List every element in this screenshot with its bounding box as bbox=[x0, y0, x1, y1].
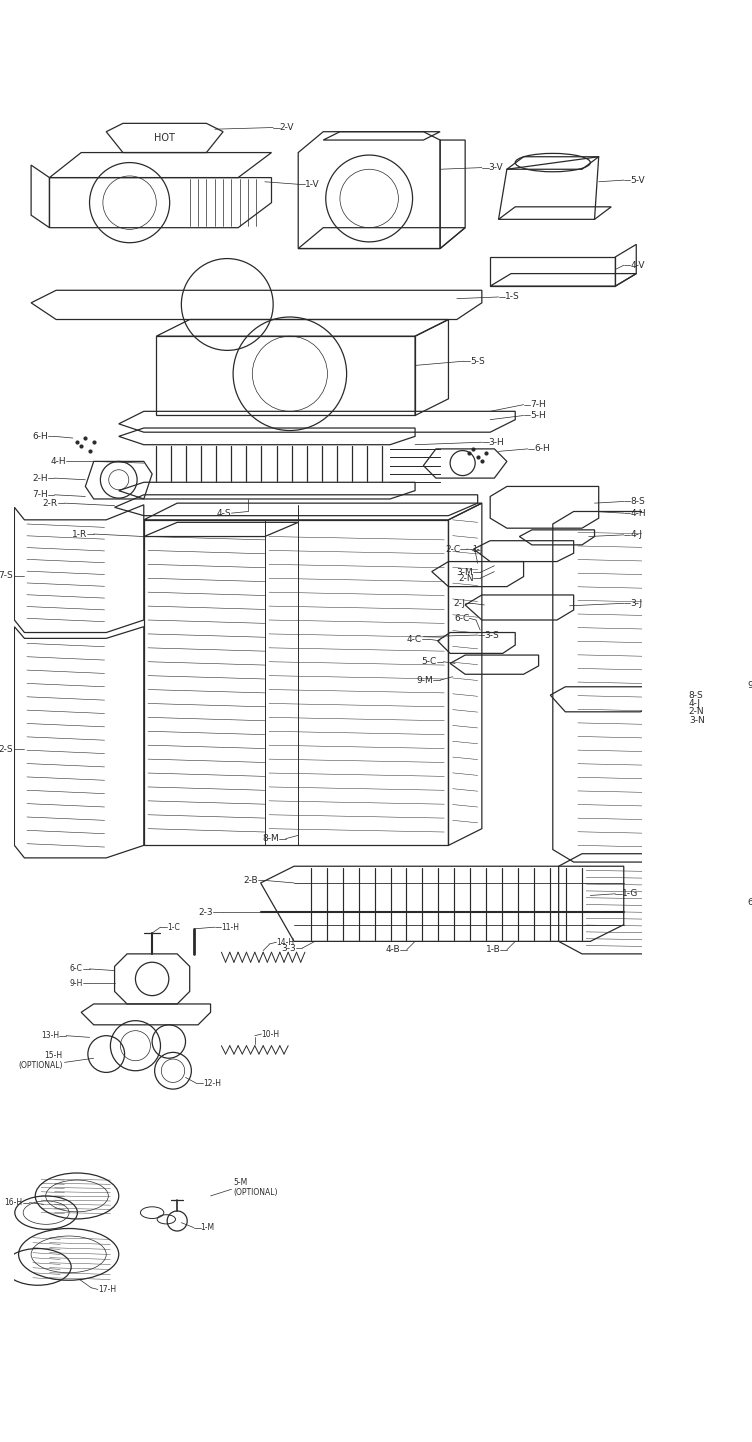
Text: 15-H
(OPTIONAL): 15-H (OPTIONAL) bbox=[18, 1051, 63, 1070]
Text: 2-H: 2-H bbox=[32, 473, 48, 483]
Text: 6-H: 6-H bbox=[32, 431, 48, 441]
Text: 9-M: 9-M bbox=[417, 676, 433, 685]
Text: 8-M: 8-M bbox=[262, 833, 279, 844]
Text: 4-J: 4-J bbox=[689, 699, 701, 708]
Text: 8-S: 8-S bbox=[630, 497, 645, 506]
Text: 5-C: 5-C bbox=[422, 658, 437, 666]
Text: 1-M: 1-M bbox=[201, 1223, 214, 1231]
Text: 1-J: 1-J bbox=[472, 545, 482, 554]
Text: 3-V: 3-V bbox=[489, 163, 503, 172]
Text: HOT: HOT bbox=[154, 133, 175, 143]
Text: 6-C: 6-C bbox=[454, 614, 469, 623]
Text: 6-C: 6-C bbox=[70, 965, 83, 973]
Text: 8-S: 8-S bbox=[689, 691, 704, 699]
Text: 3-M: 3-M bbox=[456, 568, 474, 577]
Text: 14-H: 14-H bbox=[277, 937, 295, 947]
Text: 9-S: 9-S bbox=[747, 681, 752, 689]
Text: 16-H: 16-H bbox=[5, 1198, 23, 1207]
Text: 13-H: 13-H bbox=[41, 1031, 59, 1040]
Text: 3-N: 3-N bbox=[689, 715, 705, 725]
Text: 3-3: 3-3 bbox=[281, 943, 296, 953]
Text: 7-H: 7-H bbox=[530, 399, 546, 410]
Text: 2-B: 2-B bbox=[244, 875, 258, 885]
Text: 2-N: 2-N bbox=[458, 574, 474, 583]
Text: 4-B: 4-B bbox=[386, 945, 400, 955]
Text: 2-S: 2-S bbox=[0, 746, 13, 754]
Text: 2-N: 2-N bbox=[689, 708, 705, 717]
Text: 5-H: 5-H bbox=[530, 411, 546, 420]
Text: 2-R: 2-R bbox=[43, 499, 58, 508]
Text: 1-B: 1-B bbox=[486, 945, 500, 955]
Text: 17-H: 17-H bbox=[98, 1285, 116, 1293]
Text: 4-V: 4-V bbox=[630, 261, 645, 270]
Text: 3-S: 3-S bbox=[484, 630, 499, 639]
Text: 2-C: 2-C bbox=[445, 545, 460, 554]
Text: 10-H: 10-H bbox=[262, 1030, 280, 1038]
Text: 1-R: 1-R bbox=[71, 529, 87, 538]
Text: 11-H: 11-H bbox=[221, 923, 239, 932]
Text: 4-H: 4-H bbox=[50, 457, 66, 466]
Text: 1-V: 1-V bbox=[305, 180, 320, 189]
Text: 1-C: 1-C bbox=[167, 923, 180, 932]
Text: 6-S: 6-S bbox=[747, 897, 752, 907]
Text: 5-S: 5-S bbox=[470, 356, 485, 366]
Text: 4-S: 4-S bbox=[217, 509, 232, 518]
Text: 6-H: 6-H bbox=[535, 444, 550, 453]
Text: 3-J: 3-J bbox=[630, 598, 642, 609]
Text: 1-G: 1-G bbox=[622, 890, 638, 898]
Text: 1-S: 1-S bbox=[505, 293, 520, 301]
Text: 9-H: 9-H bbox=[69, 979, 83, 988]
Text: 7-S: 7-S bbox=[0, 571, 13, 580]
Text: 4-C: 4-C bbox=[407, 634, 422, 643]
Text: 4-J: 4-J bbox=[630, 531, 642, 539]
Text: 7-H: 7-H bbox=[32, 490, 48, 499]
Text: 4-H: 4-H bbox=[630, 509, 646, 518]
Text: 3-H: 3-H bbox=[489, 438, 505, 447]
Text: 2-J: 2-J bbox=[453, 598, 465, 609]
Text: 5-M
(OPTIONAL): 5-M (OPTIONAL) bbox=[233, 1178, 277, 1197]
Text: 2-V: 2-V bbox=[280, 123, 294, 133]
Text: 12-H: 12-H bbox=[203, 1079, 221, 1087]
Text: 5-V: 5-V bbox=[630, 176, 645, 185]
Text: 2-3: 2-3 bbox=[199, 907, 213, 917]
